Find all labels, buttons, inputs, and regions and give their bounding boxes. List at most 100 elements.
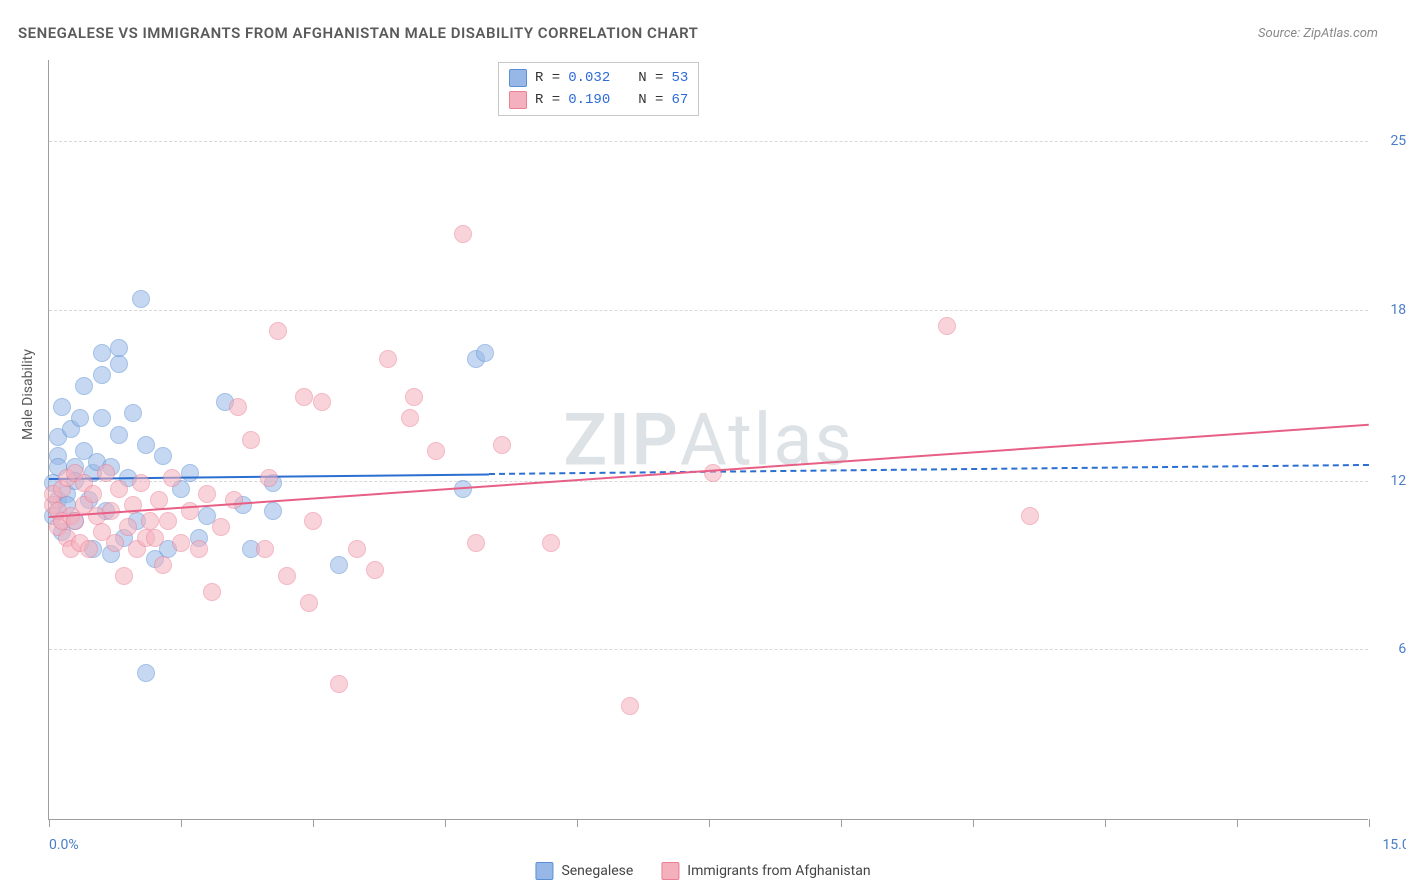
data-point (212, 518, 230, 536)
n-label: N = (638, 92, 663, 108)
series-legend: Senegalese Immigrants from Afghanistan (535, 862, 870, 880)
watermark-zip: ZIP (563, 397, 679, 482)
data-point (366, 561, 384, 579)
x-tick (49, 819, 50, 827)
data-point (313, 393, 331, 411)
data-point (163, 469, 181, 487)
data-point (97, 464, 115, 482)
data-point (621, 697, 639, 715)
data-point (330, 556, 348, 574)
data-point (203, 583, 221, 601)
data-point (454, 225, 472, 243)
y-tick-label: 12.5% (1378, 473, 1406, 489)
plot-area: ZIPAtlas 6.3%12.5%18.8%25.0%0.0%15.0% (48, 60, 1368, 820)
data-point (405, 388, 423, 406)
legend-swatch (661, 862, 679, 880)
data-point (264, 502, 282, 520)
x-axis-min-label: 0.0% (49, 837, 79, 853)
data-point (106, 534, 124, 552)
x-tick (841, 819, 842, 827)
series-legend-item: Senegalese (535, 862, 633, 880)
data-point (93, 366, 111, 384)
x-tick (181, 819, 182, 827)
data-point (71, 409, 89, 427)
x-tick (709, 819, 710, 827)
series-legend-label: Immigrants from Afghanistan (687, 863, 870, 879)
data-point (110, 339, 128, 357)
data-point (542, 534, 560, 552)
data-point (260, 469, 278, 487)
data-point (493, 436, 511, 454)
data-point (304, 512, 322, 530)
data-point (132, 474, 150, 492)
r-label: R = (535, 92, 560, 108)
data-point (379, 350, 397, 368)
data-point (225, 491, 243, 509)
stats-legend: R = 0.032 N = 53 R = 0.190 N = 67 (498, 62, 699, 116)
n-value: 53 (671, 70, 688, 86)
data-point (137, 436, 155, 454)
legend-swatch (509, 91, 527, 109)
data-point (1021, 507, 1039, 525)
gridline (49, 481, 1368, 482)
gridline (49, 649, 1368, 650)
r-value: 0.032 (568, 70, 610, 86)
data-point (401, 409, 419, 427)
data-point (80, 540, 98, 558)
x-tick (577, 819, 578, 827)
data-point (119, 518, 137, 536)
data-point (467, 534, 485, 552)
data-point (330, 675, 348, 693)
r-value: 0.190 (568, 92, 610, 108)
data-point (427, 442, 445, 460)
data-point (154, 556, 172, 574)
x-tick (1369, 819, 1370, 827)
x-tick (1105, 819, 1106, 827)
data-point (110, 426, 128, 444)
data-point (242, 431, 260, 449)
n-value: 67 (671, 92, 688, 108)
data-point (84, 485, 102, 503)
data-point (115, 567, 133, 585)
data-point (348, 540, 366, 558)
stats-legend-row: R = 0.190 N = 67 (509, 89, 688, 111)
data-point (75, 377, 93, 395)
data-point (137, 664, 155, 682)
source-attribution: Source: ZipAtlas.com (1258, 26, 1378, 41)
trend-line-extrapolated (489, 464, 1369, 475)
data-point (110, 355, 128, 373)
x-axis-max-label: 15.0% (1382, 837, 1406, 853)
y-tick-label: 25.0% (1378, 133, 1406, 149)
x-tick (445, 819, 446, 827)
data-point (938, 317, 956, 335)
stats-legend-row: R =0.032N =53 (509, 67, 688, 89)
gridline (49, 141, 1368, 142)
data-point (141, 512, 159, 530)
x-tick (973, 819, 974, 827)
x-tick (313, 819, 314, 827)
data-point (278, 567, 296, 585)
data-point (269, 322, 287, 340)
y-axis-title: Male Disability (20, 349, 36, 440)
data-point (704, 464, 722, 482)
data-point (159, 512, 177, 530)
series-legend-item: Immigrants from Afghanistan (661, 862, 870, 880)
x-tick (1237, 819, 1238, 827)
data-point (476, 344, 494, 362)
y-tick-label: 18.8% (1378, 302, 1406, 318)
data-point (181, 502, 199, 520)
y-tick-label: 6.3% (1378, 641, 1406, 657)
series-legend-label: Senegalese (561, 863, 633, 879)
data-point (256, 540, 274, 558)
data-point (124, 404, 142, 422)
data-point (198, 485, 216, 503)
data-point (93, 409, 111, 427)
data-point (110, 480, 128, 498)
data-point (53, 398, 71, 416)
chart-title: SENEGALESE VS IMMIGRANTS FROM AFGHANISTA… (18, 24, 698, 42)
data-point (295, 388, 313, 406)
data-point (154, 447, 172, 465)
data-point (132, 290, 150, 308)
legend-swatch (535, 862, 553, 880)
n-label: N = (638, 70, 663, 86)
